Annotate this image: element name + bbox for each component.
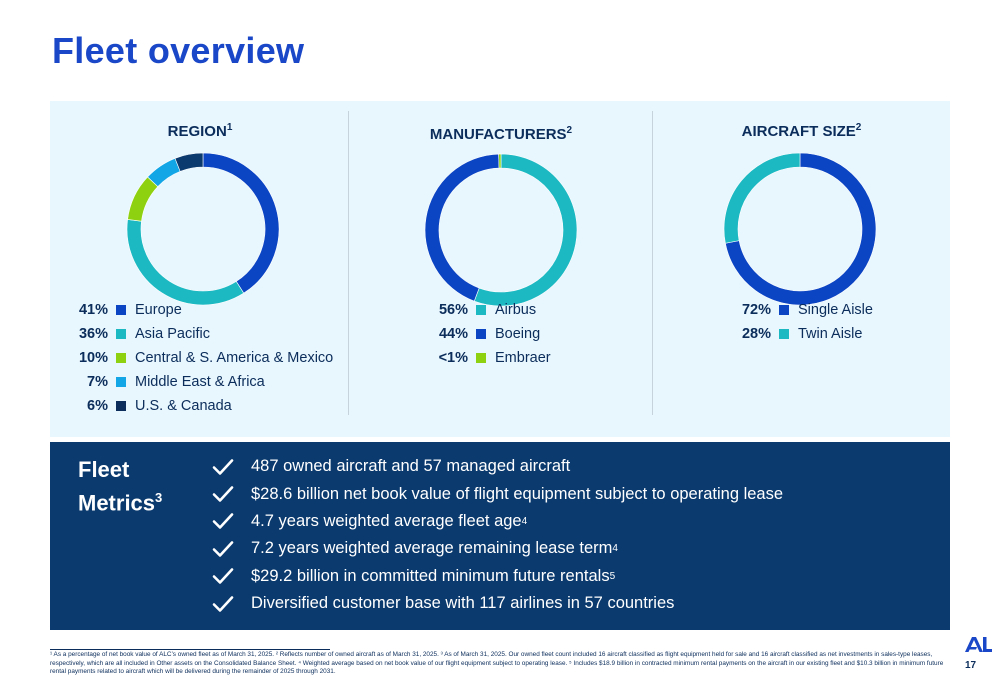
legend-item: 10% Central & S. America & Mexico	[60, 346, 333, 370]
checkmark-icon	[212, 595, 234, 612]
legend-label: Airbus	[495, 302, 537, 318]
legend-item: 36% Asia Pacific	[60, 322, 333, 346]
legend-label: Asia Pacific	[135, 326, 210, 342]
footnote-rule	[50, 649, 330, 650]
page-title: Fleet overview	[52, 30, 305, 71]
legend-swatch	[116, 401, 126, 411]
manufacturers-legend: 56% Airbus 44% Boeing <1% Embraer	[420, 298, 551, 370]
donut-slice-central-s-america-mexico	[127, 176, 159, 222]
donut-slice-embraer	[498, 153, 502, 169]
legend-item: 7% Middle East & Africa	[60, 370, 333, 394]
donut-slice-twin-aisle	[723, 152, 801, 244]
metric-item: 4.7 years weighted average fleet age 4	[212, 508, 783, 535]
metric-text: 487 owned aircraft and 57 managed aircra…	[251, 457, 571, 476]
donut-slice-airbus	[473, 153, 578, 307]
manufacturers-donut	[424, 153, 578, 307]
metric-text: $29.2 billion in committed minimum futur…	[251, 566, 610, 585]
metric-text: $28.6 billion net book value of flight e…	[251, 484, 784, 503]
legend-swatch	[116, 377, 126, 387]
metric-text: 4.7 years weighted average fleet age	[251, 511, 522, 530]
chart-title: AIRCRAFT SIZE2	[741, 122, 862, 140]
legend-percent: 44%	[438, 326, 468, 342]
legend-label: Single Aisle	[798, 302, 873, 318]
fleet-metrics-panel: Fleet Metrics3 487 owned aircraft and 57…	[50, 442, 950, 630]
legend-percent: 41%	[78, 302, 108, 318]
legend-percent: 28%	[741, 326, 771, 342]
metric-text: 7.2 years weighted average remaining lea…	[251, 539, 613, 558]
metric-item: 487 owned aircraft and 57 managed aircra…	[212, 453, 783, 480]
alc-logo: AL	[965, 637, 992, 652]
legend-percent: 10%	[78, 350, 108, 366]
legend-label: Twin Aisle	[798, 326, 863, 342]
legend-item: <1% Embraer	[420, 346, 551, 370]
donut-slice-asia-pacific	[126, 219, 245, 306]
legend-swatch	[116, 329, 126, 339]
page-number: 17	[965, 660, 977, 671]
charts-panel: REGION1 41% Europe 36% Asia Pacific 10% Centr…	[50, 101, 950, 437]
column-divider	[348, 111, 349, 415]
footnote-ref: 4	[521, 515, 528, 527]
column-divider	[652, 111, 653, 415]
donut-slice-boeing	[424, 153, 500, 302]
legend-swatch	[476, 353, 486, 363]
metric-item: Diversified customer base with 117 airli…	[212, 590, 783, 617]
legend-label: Central & S. America & Mexico	[135, 350, 334, 366]
legend-percent: 36%	[78, 326, 108, 342]
metric-item: $28.6 billion net book value of flight e…	[212, 480, 783, 507]
legend-swatch	[116, 305, 126, 315]
legend-label: Embraer	[495, 350, 551, 366]
checkmark-icon	[212, 513, 234, 530]
manufacturers-chart: MANUFACTURERS2 56% Airbus 44% Boeing <1% Embr…	[350, 101, 652, 437]
footnote: ¹ As a percentage of net book value of A…	[50, 651, 944, 676]
legend-label: Middle East & Africa	[135, 374, 265, 390]
legend-label: U.S. & Canada	[135, 398, 232, 414]
checkmark-icon	[212, 486, 234, 502]
legend-label: Europe	[135, 302, 182, 318]
region-legend: 41% Europe 36% Asia Pacific 10% Central & S. …	[60, 298, 333, 418]
donut-slice-europe	[202, 152, 280, 294]
chart-title: REGION1	[167, 122, 233, 140]
legend-percent: 56%	[438, 302, 468, 318]
region-chart: REGION1 41% Europe 36% Asia Pacific 10% Centr…	[50, 101, 350, 437]
fleet-metrics-list: 487 owned aircraft and 57 managed aircra…	[212, 453, 783, 617]
checkmark-icon	[212, 541, 234, 557]
aircraft-size-donut	[723, 152, 877, 306]
footnote-ref: 5	[609, 570, 616, 582]
legend-percent: 72%	[741, 302, 771, 318]
legend-swatch	[116, 353, 126, 363]
footnote-ref: 4	[612, 543, 618, 555]
legend-swatch	[779, 329, 789, 339]
metric-item: $29.2 billion in committed minimum futur…	[212, 563, 783, 590]
legend-label: Boeing	[495, 326, 541, 342]
donut-slice-u-s-canada	[174, 152, 204, 172]
legend-item: 56% Airbus	[420, 298, 551, 322]
legend-item: 72% Single Aisle	[723, 298, 873, 322]
legend-swatch	[476, 329, 486, 339]
region-donut	[126, 152, 280, 306]
donut-slice-single-aisle	[724, 152, 877, 306]
checkmark-icon	[212, 458, 234, 475]
chart-title: MANUFACTURERS2	[429, 125, 573, 143]
legend-item: 41% Europe	[60, 298, 333, 322]
legend-swatch	[779, 305, 789, 315]
metric-item: 7.2 years weighted average remaining lea…	[212, 535, 783, 562]
legend-percent: 6%	[87, 398, 108, 414]
aircraft-size-legend: 72% Single Aisle 28% Twin Aisle	[723, 298, 873, 346]
legend-swatch	[476, 305, 486, 315]
metric-text: Diversified customer base with 117 airli…	[251, 594, 675, 613]
legend-item: 28% Twin Aisle	[723, 322, 873, 346]
checkmark-icon	[212, 568, 234, 585]
legend-item: 6% U.S. & Canada	[60, 394, 333, 418]
aircraft-size-chart: AIRCRAFT SIZE2 72% Single Aisle 28% Twin Ai…	[653, 101, 950, 437]
legend-percent: <1%	[438, 350, 468, 366]
legend-item: 44% Boeing	[420, 322, 551, 346]
legend-percent: 7%	[87, 374, 108, 390]
fleet-metrics-title: Fleet Metrics3	[78, 457, 163, 516]
